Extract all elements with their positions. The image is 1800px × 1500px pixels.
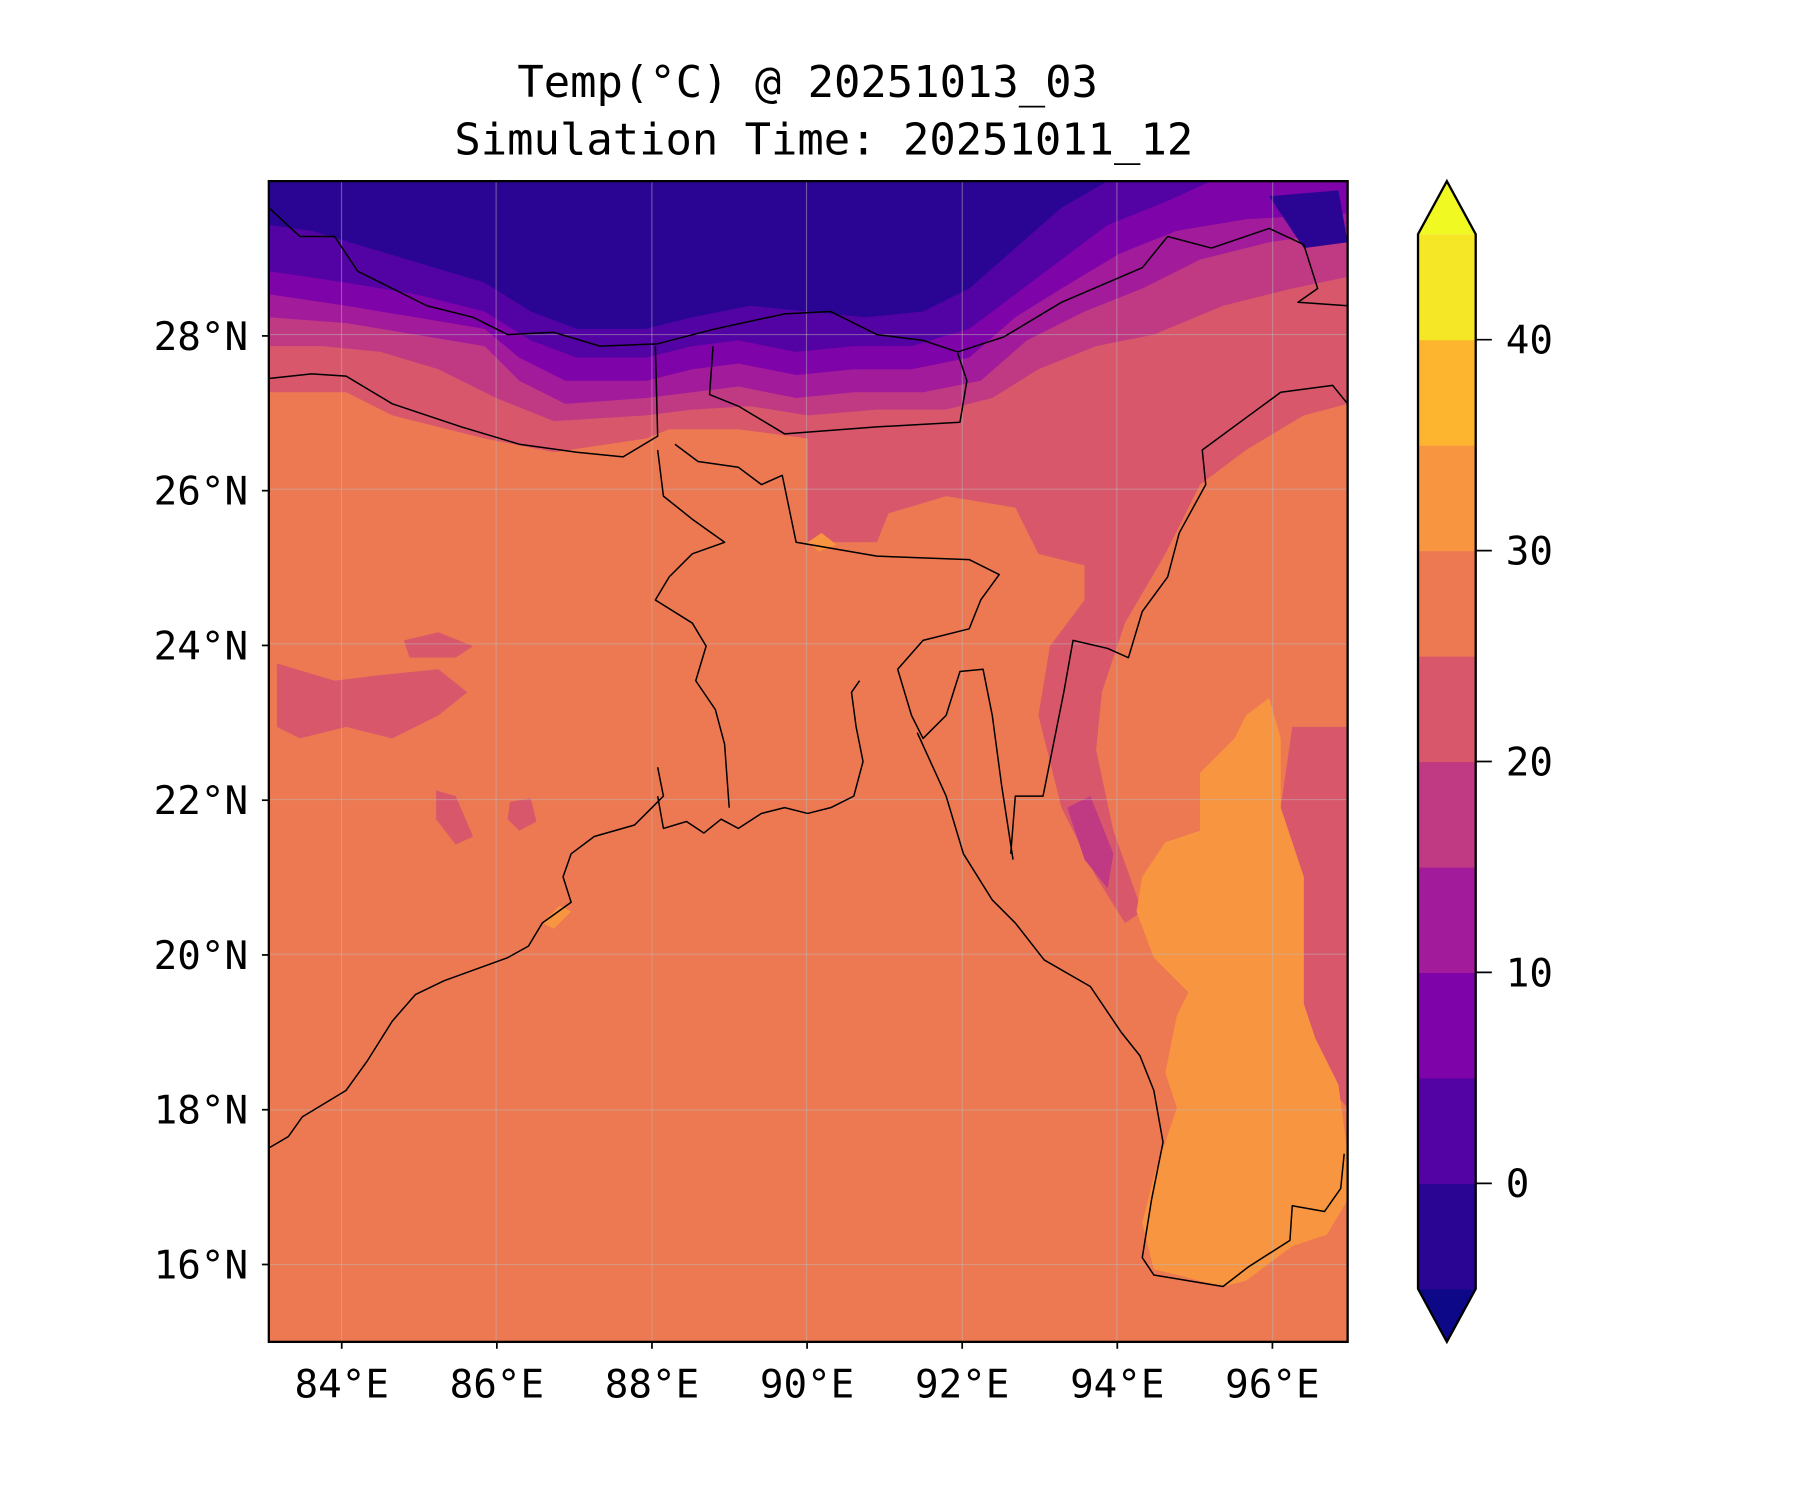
x-tick-label: 86°E [450, 1362, 544, 1407]
nepal-south-border [268, 346, 659, 458]
x-axis-ticks: 84°E 86°E 88°E 90°E 92°E 94°E 96°E [295, 1341, 1320, 1407]
x-tick-label: 88°E [605, 1362, 699, 1407]
colorbar-tick-label: 10 [1506, 951, 1553, 996]
y-tick-label: 22°N [154, 779, 248, 824]
colorbar-band [1418, 1183, 1476, 1290]
contour-band-30-35-patch [807, 533, 837, 552]
y-tick-label: 26°N [154, 470, 248, 515]
colorbar-tick-label: 20 [1506, 740, 1553, 785]
x-tick-label: 90°E [760, 1362, 854, 1407]
colorbar-outline [1416, 178, 1477, 1345]
himalaya-border [268, 207, 1348, 353]
colorbar-over-arrow [1418, 181, 1476, 235]
colorbar-band [1418, 656, 1476, 763]
x-tick-label: 84°E [295, 1362, 389, 1407]
colorbar-band [1418, 339, 1476, 446]
colorbar-band [1418, 866, 1476, 973]
y-tick-label: 18°N [154, 1089, 248, 1134]
bangladesh-north-east-border [674, 443, 1014, 860]
india-myanmar-border [1009, 384, 1348, 854]
india-east-coastline [268, 767, 665, 1149]
chart-title-line-1: Temp(°C) @ 20251013_03 [517, 57, 1098, 108]
colorbar-under-arrow [1418, 1288, 1476, 1342]
contour-band-20-25-patch [436, 790, 474, 845]
contour-band-20-25-patch [507, 798, 537, 831]
contour-band-30-35-patch [542, 905, 572, 929]
coastlines-borders [268, 207, 1348, 1288]
y-tick-label: 16°N [154, 1243, 248, 1288]
colorbar-band [1418, 1077, 1476, 1184]
y-tick-label: 24°N [154, 624, 248, 669]
contour-band-minus5-0 [268, 181, 1108, 329]
colorbar-tick-label: 40 [1506, 319, 1553, 364]
colorbar-band [1418, 761, 1476, 868]
bangladesh-border [654, 449, 730, 808]
contour-band-30-35 [1136, 698, 1348, 1287]
colorbar-band [1418, 972, 1476, 1079]
gridlines [268, 181, 1348, 1342]
map-plot-area [268, 181, 1348, 1342]
x-tick-label: 96°E [1225, 1362, 1319, 1407]
x-tick-label: 92°E [915, 1362, 1009, 1407]
colorbar-band [1418, 445, 1476, 552]
colorbar: 0 10 20 30 40 [1416, 178, 1553, 1345]
contour-band-15-20-ridge [1067, 796, 1114, 889]
x-tick-label: 94°E [1070, 1362, 1164, 1407]
bangladesh-coastline [656, 680, 864, 834]
myanmar-coastline [916, 732, 1345, 1288]
colorbar-band [1418, 234, 1476, 341]
colorbar-tick-label: 30 [1506, 529, 1553, 574]
bhutan-sikkim-border [708, 346, 968, 435]
contour-band-20-25-east [1280, 726, 1348, 1108]
y-tick-label: 20°N [154, 934, 248, 979]
colorbar-tick-label: 0 [1506, 1162, 1530, 1207]
map-axes-frame [267, 179, 1349, 1344]
chart-title-line-2: Simulation Time: 20251011_12 [454, 115, 1193, 166]
y-axis-ticks: 16°N 18°N 20°N 22°N 24°N 26°N 28°N [154, 315, 269, 1288]
contour-band-20-25-patch [276, 663, 468, 739]
contour-band-20-25-patch [403, 632, 474, 658]
colorbar-band [1418, 550, 1476, 657]
y-tick-label: 28°N [154, 315, 248, 360]
contour-band-minus5-0-patch [1269, 190, 1348, 249]
